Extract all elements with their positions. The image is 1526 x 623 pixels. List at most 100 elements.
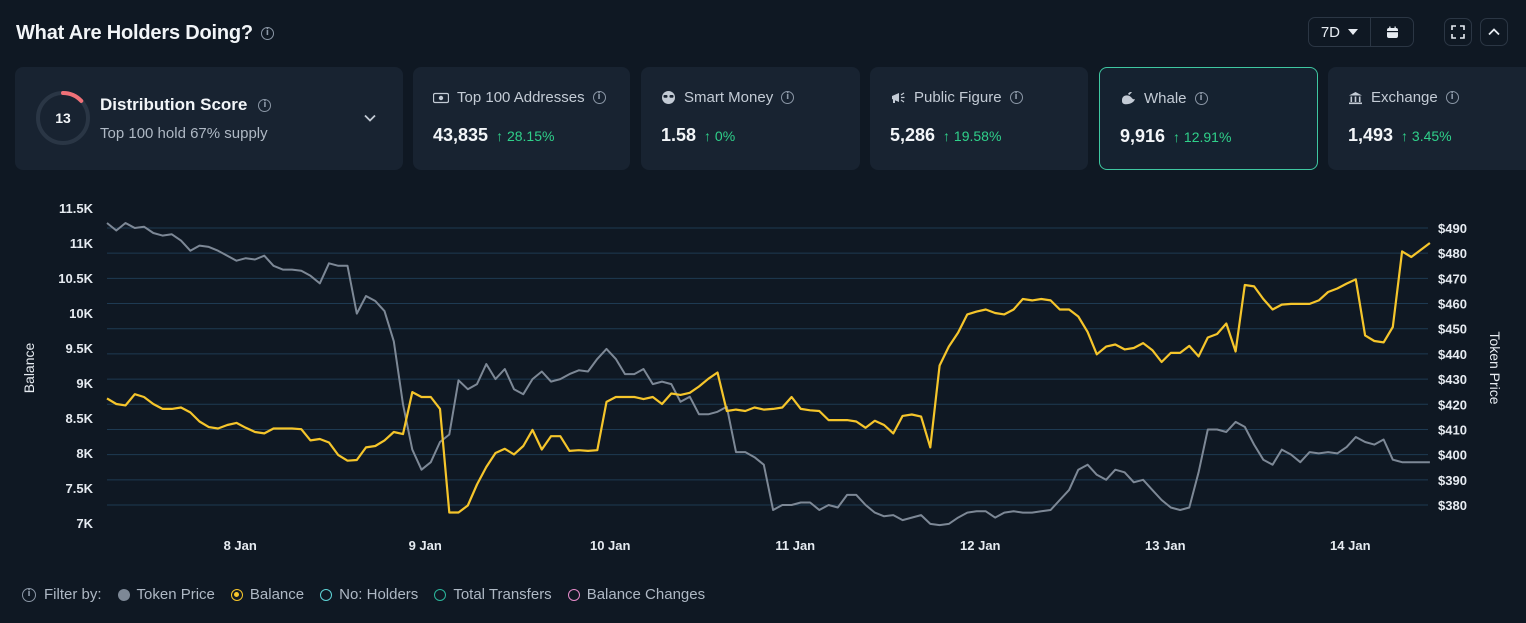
filter-prefix: i Filter by: bbox=[22, 586, 102, 603]
x-tick-label: 10 Jan bbox=[590, 538, 631, 553]
megaphone-icon bbox=[892, 92, 905, 103]
ring-dot-icon bbox=[434, 588, 447, 601]
info-icon[interactable]: i bbox=[260, 26, 274, 40]
chevron-down-icon[interactable] bbox=[363, 111, 377, 125]
card-label-text: Whale bbox=[1144, 90, 1187, 107]
left-tick-label: 9K bbox=[76, 376, 93, 391]
filter-balance-changes[interactable]: Balance Changes bbox=[567, 586, 705, 603]
fullscreen-button[interactable] bbox=[1444, 18, 1472, 46]
distribution-score-subtitle: Top 100 hold 67% supply bbox=[100, 125, 268, 142]
left-axis-title: Balance bbox=[21, 342, 37, 393]
left-tick-label: 10.5K bbox=[58, 271, 93, 286]
right-tick-label: $490 bbox=[1438, 221, 1467, 236]
left-tick-label: 7.5K bbox=[66, 481, 94, 496]
right-tick-label: $430 bbox=[1438, 372, 1467, 387]
chart-controls: 7D bbox=[1307, 17, 1508, 47]
left-tick-label: 8.5K bbox=[66, 411, 94, 426]
ring-dot-icon bbox=[567, 588, 580, 601]
balance-line[interactable] bbox=[106, 242, 1431, 514]
filter-bar: i Filter by: Token Price Balance No: Hol… bbox=[22, 586, 721, 603]
card-label: Top 100 Addresses i bbox=[433, 89, 606, 106]
left-tick-label: 8K bbox=[76, 446, 93, 461]
section-header: What Are Holders Doing? i bbox=[16, 18, 274, 48]
right-tick-label: $390 bbox=[1438, 473, 1467, 488]
card-public-figure[interactable]: Public Figure i 5,286 ↑ 19.58% bbox=[870, 67, 1088, 170]
range-dropdown[interactable]: 7D bbox=[1309, 18, 1370, 46]
card-value: 1.58 ↑ 0% bbox=[661, 125, 735, 146]
right-tick-label: $450 bbox=[1438, 322, 1467, 337]
right-tick-label: $410 bbox=[1438, 422, 1467, 437]
info-icon[interactable]: i bbox=[781, 91, 795, 104]
money-icon bbox=[433, 92, 449, 103]
range-value: 7D bbox=[1320, 23, 1340, 41]
x-axis-ticks: 8 Jan 9 Jan 10 Jan 11 Jan 12 Jan 13 Jan 14 Jan bbox=[224, 538, 1371, 553]
filter-label: Balance bbox=[249, 586, 305, 603]
card-change: ↑ 19.58% bbox=[943, 127, 1002, 144]
x-tick-label: 14 Jan bbox=[1330, 538, 1371, 553]
ring-dot-icon bbox=[320, 588, 333, 601]
card-exchange[interactable]: Exchange i 1,493 ↑ 3.45% bbox=[1328, 67, 1526, 170]
right-tick-label: $420 bbox=[1438, 397, 1467, 412]
x-tick-label: 8 Jan bbox=[224, 538, 257, 553]
info-icon[interactable]: i bbox=[22, 587, 36, 602]
card-value-text: 1,493 bbox=[1348, 125, 1394, 145]
distribution-score-card[interactable]: 13 Distribution Score i Top 100 hold 67%… bbox=[15, 67, 403, 170]
distribution-score-title-text: Distribution Score bbox=[100, 95, 248, 114]
collapse-button[interactable] bbox=[1480, 18, 1508, 46]
right-tick-label: $470 bbox=[1438, 271, 1467, 286]
x-tick-label: 13 Jan bbox=[1145, 538, 1186, 553]
info-icon[interactable]: i bbox=[258, 98, 272, 112]
x-tick-label: 12 Jan bbox=[960, 538, 1001, 553]
card-label-text: Smart Money bbox=[684, 89, 774, 106]
calendar-button[interactable] bbox=[1370, 18, 1413, 46]
section-title: What Are Holders Doing? bbox=[16, 21, 253, 44]
fullscreen-icon bbox=[1451, 25, 1465, 39]
card-smart-money[interactable]: Smart Money i 1.58 ↑ 0% bbox=[641, 67, 860, 170]
x-tick-label: 11 Jan bbox=[775, 538, 815, 553]
card-value-text: 5,286 bbox=[890, 125, 936, 145]
distribution-score-title: Distribution Score i bbox=[100, 95, 272, 115]
card-label: Public Figure i bbox=[890, 89, 1023, 106]
right-axis-ticks: $380 $390 $400 $410 $420 $430 $440 $450 $460 $470… bbox=[1438, 221, 1467, 513]
right-tick-label: $380 bbox=[1438, 498, 1467, 513]
filter-label: Total Transfers bbox=[453, 586, 552, 603]
whale-icon bbox=[1122, 92, 1135, 105]
card-value-text: 43,835 bbox=[433, 125, 489, 145]
range-selector: 7D bbox=[1307, 17, 1414, 47]
card-label: Whale i bbox=[1120, 90, 1208, 107]
card-value: 1,493 ↑ 3.45% bbox=[1348, 125, 1452, 146]
filter-label: Token Price bbox=[136, 586, 215, 603]
token-price-line[interactable] bbox=[106, 222, 1430, 527]
info-icon[interactable]: i bbox=[1194, 92, 1208, 105]
right-axis-title: Token Price bbox=[1487, 331, 1503, 404]
card-label: Exchange i bbox=[1348, 89, 1459, 106]
filter-label: No: Holders bbox=[339, 586, 419, 603]
filter-balance[interactable]: Balance bbox=[230, 586, 305, 603]
card-change: ↑ 12.91% bbox=[1173, 128, 1232, 145]
right-tick-label: $460 bbox=[1438, 297, 1467, 312]
right-tick-label: $480 bbox=[1438, 246, 1467, 261]
card-value-text: 9,916 bbox=[1120, 126, 1166, 146]
filter-token-price[interactable]: Token Price bbox=[117, 586, 215, 603]
card-value: 9,916 ↑ 12.91% bbox=[1120, 126, 1231, 147]
card-value-text: 1.58 bbox=[661, 125, 697, 145]
left-tick-label: 10K bbox=[69, 306, 93, 321]
card-value: 43,835 ↑ 28.15% bbox=[433, 125, 554, 146]
filter-no-holders[interactable]: No: Holders bbox=[320, 586, 418, 603]
card-label: Smart Money i bbox=[661, 89, 795, 106]
metric-cards: 13 Distribution Score i Top 100 hold 67%… bbox=[15, 67, 1526, 170]
info-icon[interactable]: i bbox=[592, 91, 606, 104]
card-label-text: Exchange bbox=[1371, 89, 1438, 106]
right-tick-label: $400 bbox=[1438, 448, 1467, 463]
left-tick-label: 7K bbox=[76, 516, 93, 531]
card-value: 5,286 ↑ 19.58% bbox=[890, 125, 1001, 146]
filter-total-transfers[interactable]: Total Transfers bbox=[434, 586, 552, 603]
filter-prefix-text: Filter by: bbox=[44, 586, 102, 603]
filled-dot-icon bbox=[117, 588, 130, 601]
info-icon[interactable]: i bbox=[1009, 91, 1023, 104]
card-top-100-addresses[interactable]: Top 100 Addresses i 43,835 ↑ 28.15% bbox=[413, 67, 630, 170]
card-whale[interactable]: Whale i 9,916 ↑ 12.91% bbox=[1099, 67, 1318, 170]
info-icon[interactable]: i bbox=[1445, 91, 1459, 104]
calendar-icon bbox=[1386, 26, 1398, 38]
